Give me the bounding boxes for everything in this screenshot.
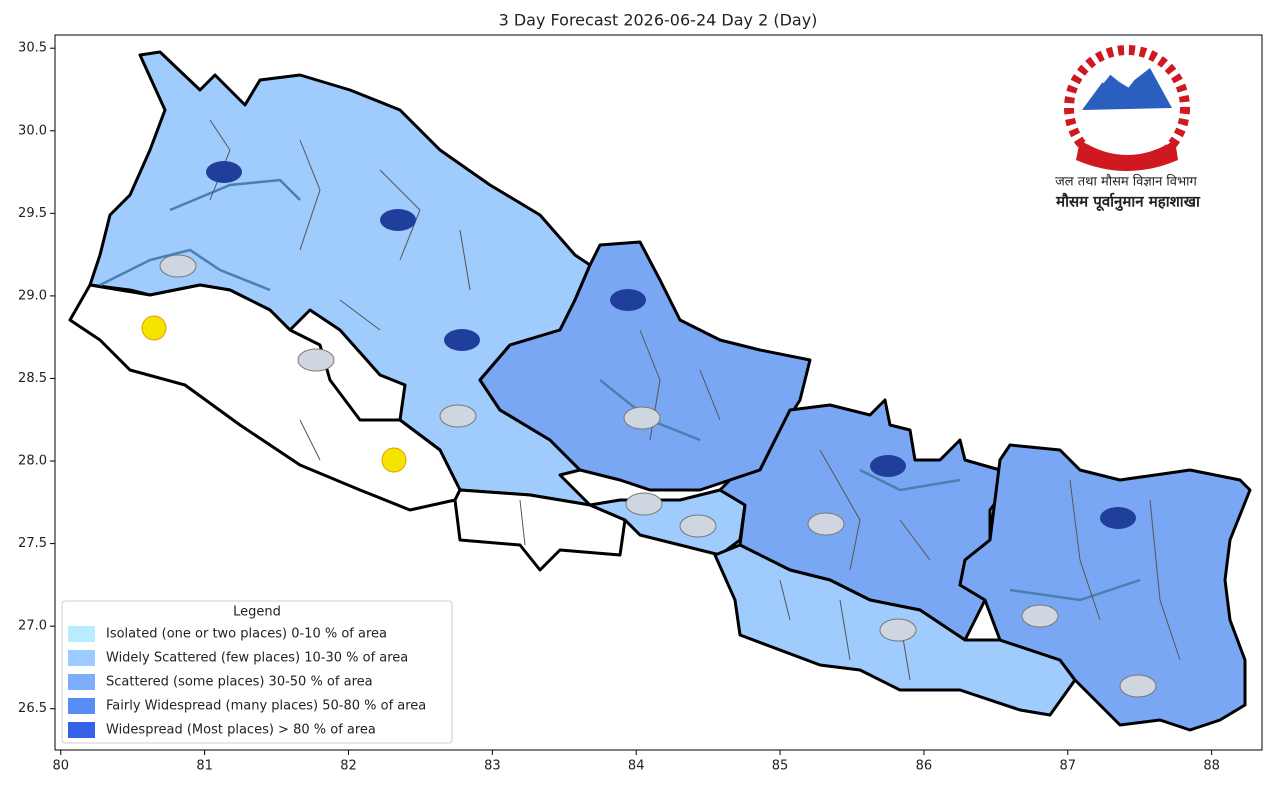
y-tick-label: 28.0 <box>18 454 47 469</box>
y-tick-label: 29.5 <box>18 206 47 221</box>
icon-thunder-rain <box>159 254 1157 698</box>
x-tick-label: 83 <box>484 759 501 774</box>
y-tick-label: 30.5 <box>18 41 47 56</box>
icon-sun <box>141 315 407 473</box>
legend-swatch <box>68 650 95 666</box>
x-tick-label: 85 <box>772 759 789 774</box>
y-tick-label: 27.5 <box>18 536 47 551</box>
x-tick-label: 88 <box>1203 759 1220 774</box>
legend-label: Isolated (one or two places) 0-10 % of a… <box>106 627 387 642</box>
region-far-west-south <box>68 283 462 512</box>
logo-text: जल तथा मौसम विज्ञान विभाग <box>1055 174 1197 190</box>
legend: Legend Isolated (one or two places) 0-10… <box>61 600 453 744</box>
x-tick-label: 84 <box>628 759 645 774</box>
chart-title: 3 Day Forecast 2026-06-24 Day 2 (Day) <box>499 11 818 30</box>
legend-label: Fairly Widespread (many places) 50-80 % … <box>106 699 426 714</box>
logo-text: मौसम पूर्वानुमान महाशाखा <box>1055 193 1201 212</box>
legend-title: Legend <box>233 605 281 620</box>
icon-cloud-snow <box>206 161 1136 529</box>
y-tick-label: 30.0 <box>18 123 47 138</box>
region-lumbini-south <box>453 488 627 572</box>
legend-swatch <box>68 722 95 738</box>
legend-label: Widely Scattered (few places) 10-30 % of… <box>106 651 408 666</box>
district-borders <box>209 119 1181 681</box>
legend-box <box>61 600 453 744</box>
x-tick-label: 82 <box>340 759 357 774</box>
legend-label: Widespread (Most places) > 80 % of area <box>106 723 376 738</box>
y-tick-label: 29.0 <box>18 288 47 303</box>
region-koshi <box>958 443 1252 732</box>
x-tick-label: 86 <box>916 759 933 774</box>
legend-label: Scattered (some places) 30-50 % of area <box>106 675 373 690</box>
x-tick-label: 81 <box>196 759 213 774</box>
y-tick-label: 28.5 <box>18 371 47 386</box>
logo <box>1064 45 1190 171</box>
legend-swatch <box>68 698 95 714</box>
x-tick-label: 87 <box>1060 759 1077 774</box>
legend-swatch <box>68 626 95 642</box>
y-tick-label: 26.5 <box>18 701 47 716</box>
legend-swatch <box>68 674 95 690</box>
plot-frame <box>54 34 1263 751</box>
weather-icons <box>141 161 1157 698</box>
x-tick-label: 80 <box>52 759 69 774</box>
y-tick-label: 27.0 <box>18 619 47 634</box>
